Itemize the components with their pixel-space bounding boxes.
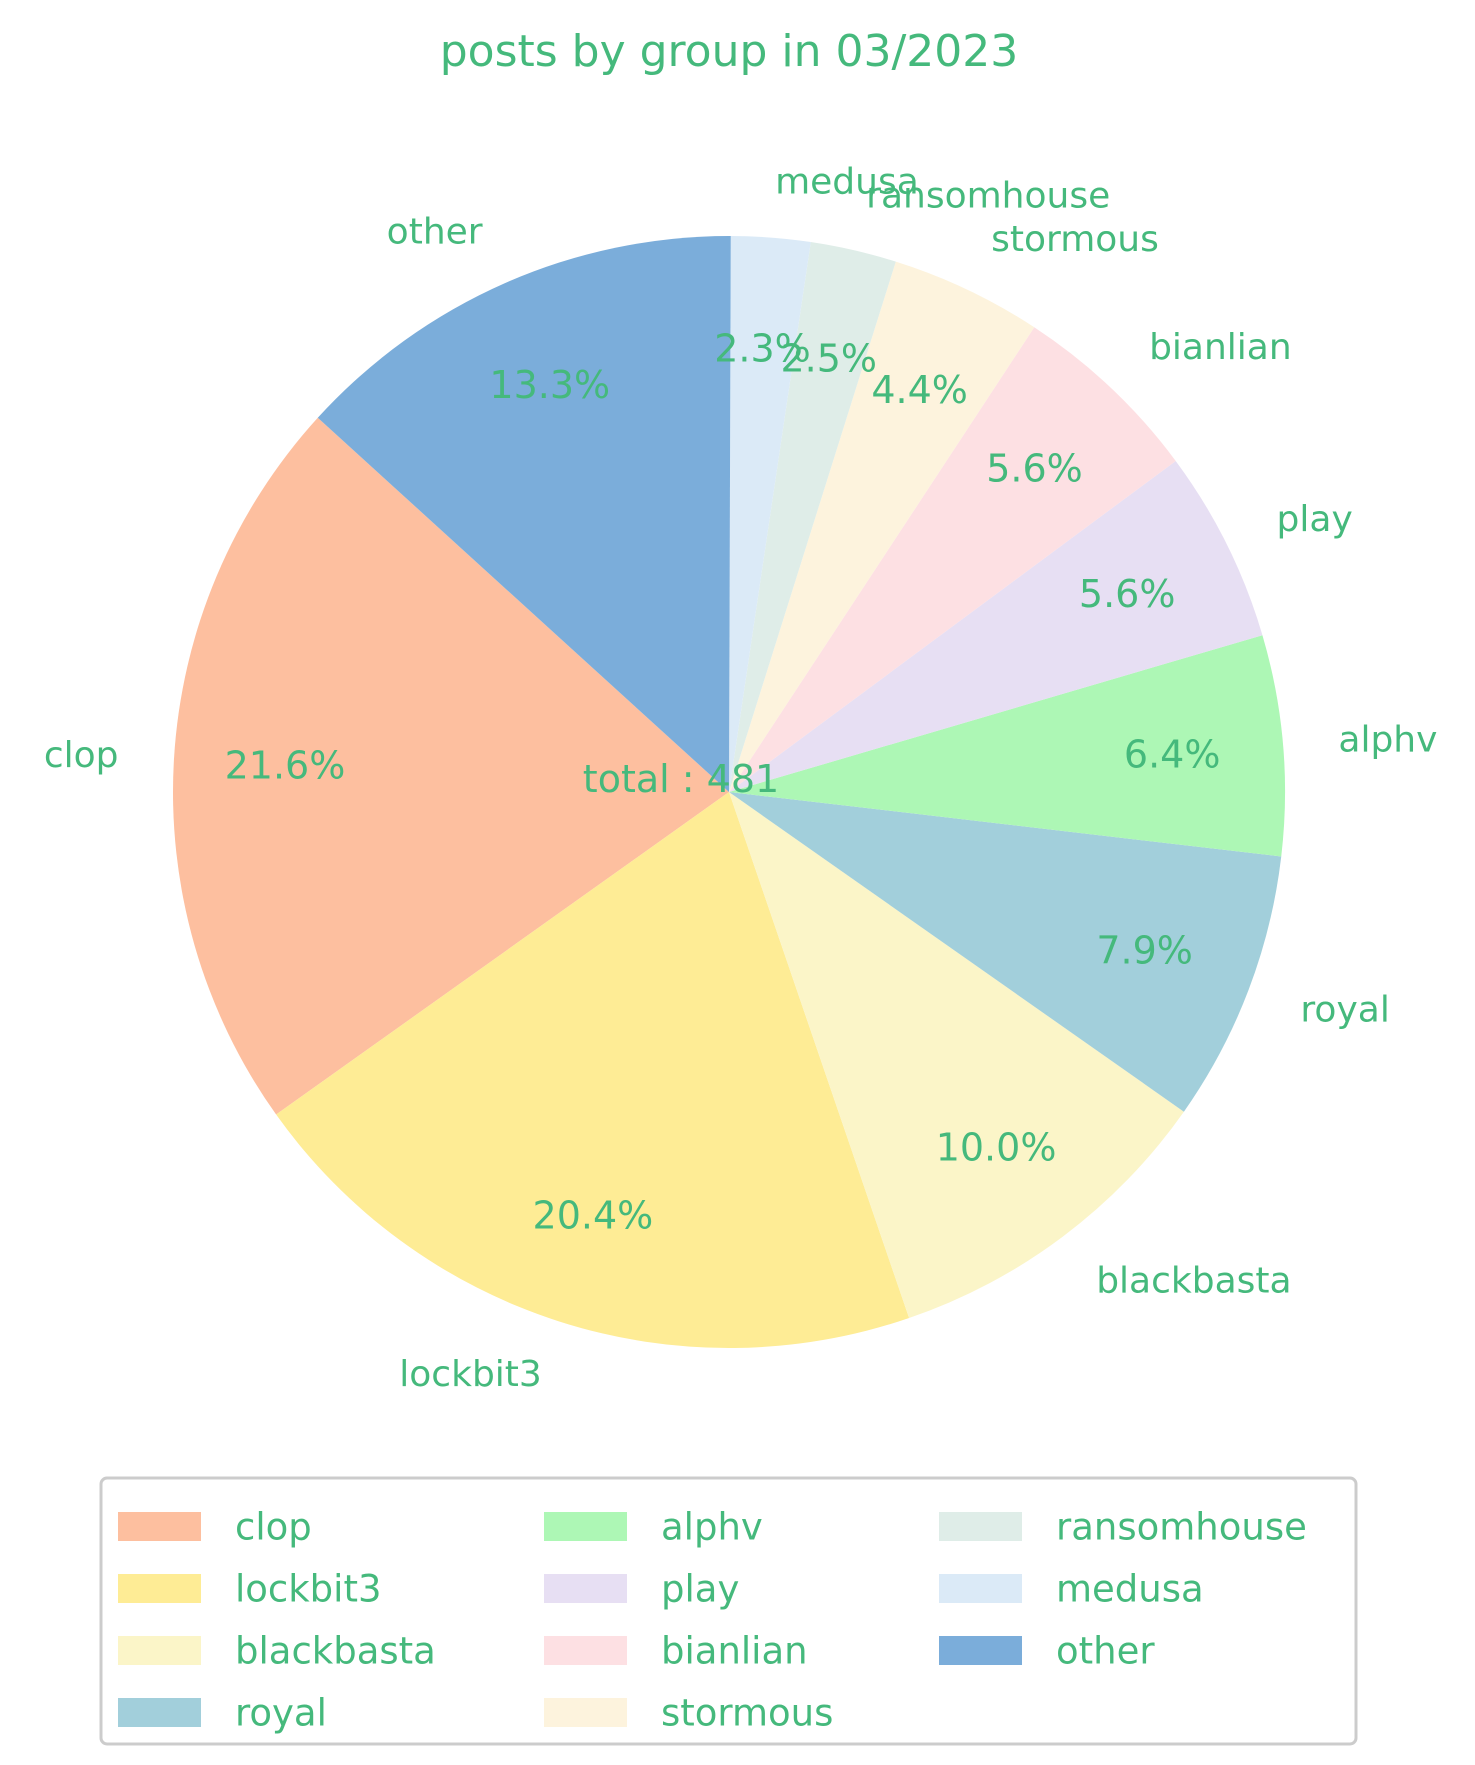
slice-bianlian [729, 327, 1176, 792]
legend-item-stormous: stormous [544, 1692, 833, 1735]
legend-item-alphv: alphv [544, 1506, 763, 1549]
slice-medusa [729, 236, 811, 792]
pct-label-clop: 21.6% [225, 743, 346, 787]
legend-item-medusa: medusa [939, 1568, 1204, 1611]
slice-label-lockbit3: lockbit3 [399, 1354, 542, 1395]
legend-item-play: play [544, 1568, 739, 1611]
legend-swatch-play [544, 1574, 627, 1603]
legend-swatch-other [939, 1636, 1022, 1665]
slice-lockbit3 [276, 792, 910, 1349]
legend-swatch-alphv [544, 1512, 627, 1541]
center-total-label: total : 481 [583, 757, 779, 801]
slice-label-blackbasta: blackbasta [1096, 1261, 1291, 1302]
legend-label-stormous: stormous [661, 1692, 833, 1735]
legend-item-clop: clop [118, 1506, 312, 1549]
legend-label-bianlian: bianlian [661, 1630, 808, 1673]
slice-label-alphv: alphv [1338, 720, 1437, 761]
slice-alphv [729, 635, 1285, 857]
pct-label-play: 5.6% [1079, 572, 1176, 616]
legend-item-other: other [939, 1630, 1155, 1673]
legend-item-ransomhouse: ransomhouse [939, 1506, 1307, 1549]
legend-item-bianlian: bianlian [544, 1630, 808, 1673]
pct-label-blackbasta: 10.0% [936, 1126, 1057, 1170]
legend-label-alphv: alphv [661, 1506, 763, 1549]
legend-swatch-clop [118, 1512, 201, 1541]
slice-play [729, 460, 1263, 792]
slice-label-royal: royal [1300, 989, 1389, 1030]
legend-swatch-stormous [544, 1698, 627, 1727]
pct-label-ransomhouse: 2.5% [780, 337, 877, 381]
legend-swatch-ransomhouse [939, 1512, 1022, 1541]
slice-stormous [729, 261, 1035, 792]
slice-labels: clop lockbit3 blackbasta royal alphv play bian… [44, 162, 1438, 1395]
slice-label-clop: clop [44, 735, 119, 776]
legend-swatch-bianlian [544, 1636, 627, 1665]
slice-label-play: play [1277, 499, 1353, 540]
legend-swatch-medusa [939, 1574, 1022, 1603]
legend-label-clop: clop [235, 1506, 312, 1549]
slice-label-ransomhouse: ransomhouse [866, 175, 1110, 216]
legend-frame [99, 1476, 1358, 1746]
legend-item-blackbasta: blackbasta [118, 1630, 436, 1673]
pct-label-other: 13.3% [489, 363, 610, 407]
legend-swatch-blackbasta [118, 1636, 201, 1665]
legend-label-lockbit3: lockbit3 [235, 1568, 382, 1611]
slice-clop [172, 417, 729, 1115]
pct-label-stormous: 4.4% [871, 368, 968, 412]
slice-ransomhouse [729, 242, 896, 793]
legend-label-other: other [1056, 1630, 1155, 1673]
percentage-labels: 21.6% 20.4% 10.0% 7.9% 6.4% 5.6% 5.6% 4.4%2.5%2… [225, 326, 1221, 1237]
slice-label-stormous: stormous [991, 219, 1159, 260]
pct-label-lockbit3: 20.4% [533, 1193, 654, 1237]
legend-label-blackbasta: blackbasta [235, 1630, 436, 1673]
pie-slices [172, 236, 1285, 1349]
slice-royal [729, 792, 1282, 1112]
slice-label-other: other [387, 212, 483, 253]
slice-other [317, 236, 731, 793]
legend-label-play: play [661, 1568, 739, 1611]
pct-label-bianlian: 5.6% [986, 447, 1083, 491]
slice-label-medusa: medusa [775, 162, 919, 203]
legend: clop lockbit3 blackbasta royal alphv play bian… [99, 1476, 1358, 1746]
pct-label-royal: 7.9% [1096, 929, 1193, 973]
pct-label-medusa: 2.3% [714, 326, 811, 370]
slice-blackbasta [729, 792, 1184, 1319]
legend-label-ransomhouse: ransomhouse [1056, 1506, 1307, 1549]
slice-label-bianlian: bianlian [1149, 327, 1292, 368]
legend-item-royal: royal [118, 1692, 327, 1735]
legend-swatch-royal [118, 1698, 201, 1727]
legend-swatch-lockbit3 [118, 1574, 201, 1603]
legend-label-medusa: medusa [1056, 1568, 1204, 1611]
pct-label-alphv: 6.4% [1124, 732, 1221, 776]
legend-item-lockbit3: lockbit3 [118, 1568, 382, 1611]
legend-label-royal: royal [235, 1692, 327, 1735]
chart-title: posts by group in 03/2023 [440, 26, 1019, 77]
